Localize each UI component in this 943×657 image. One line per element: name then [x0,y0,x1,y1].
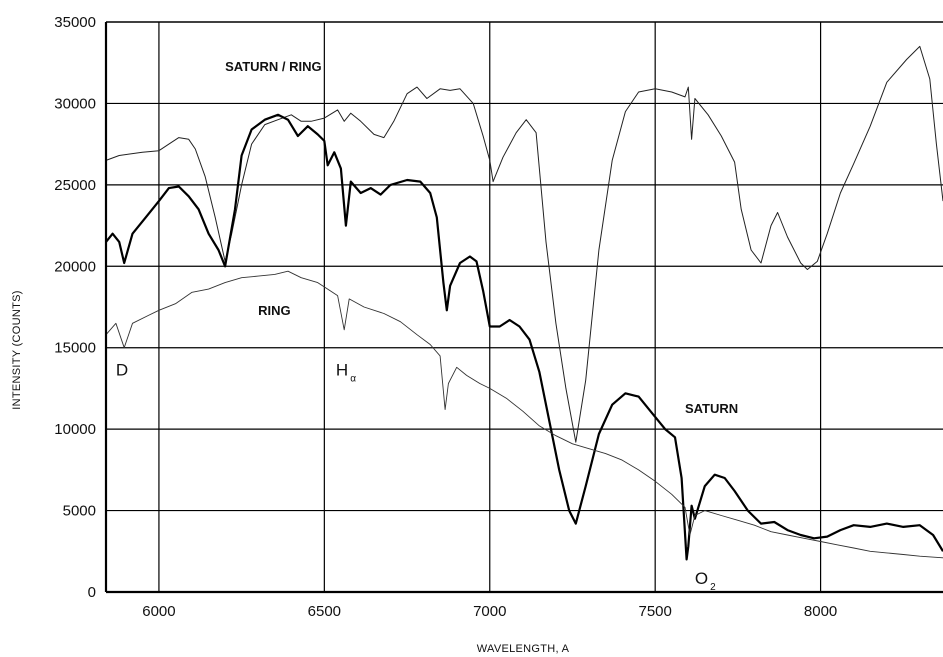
grid-lines [106,22,943,592]
y-tick-label: 15000 [54,340,96,357]
series-layer [105,45,943,561]
y-axis-title: INTENSITY (COUNTS) [11,290,23,409]
annotation-subscript: 2 [710,582,716,593]
y-tick-label: 25000 [54,177,96,194]
y-tick-label: 30000 [54,95,96,112]
x-tick-label: 6000 [142,603,175,620]
annotation-text: SATURN / RING [225,59,322,74]
x-tick-label: 7000 [473,603,506,620]
y-tick-labels: 0 5000 10000 15000 20000 25000 30000 35000 [54,14,96,601]
series-line-3 [105,270,943,559]
annotation-label: SATURN [685,401,738,416]
axes [104,21,943,594]
x-tick-label: 7500 [638,603,671,620]
annotation-text: RING [258,303,291,318]
x-tick-label: 6500 [308,603,341,620]
y-tick-label: 35000 [54,14,96,31]
x-tick-labels: 6000 6500 7000 7500 8000 [142,603,837,620]
series-line-2 [105,113,943,561]
y-tick-label: 5000 [63,503,96,520]
x-axis-title: WAVELENGTH, A [477,643,570,655]
annotation-text: H [336,360,348,379]
annotation-label: RING [258,303,291,318]
y-tick-label: 0 [88,584,96,601]
annotation-text: D [116,360,128,379]
annotation-text: SATURN [685,401,738,416]
y-tick-label: 10000 [54,421,96,438]
y-tick-label: 20000 [54,258,96,275]
x-tick-label: 8000 [804,603,837,620]
annotation-label: SATURN / RING [225,59,322,74]
annotation-subscript: α [350,373,356,384]
series-line-1 [105,45,943,443]
annotation-text: O [695,569,708,588]
annotation-label: D [116,360,128,379]
